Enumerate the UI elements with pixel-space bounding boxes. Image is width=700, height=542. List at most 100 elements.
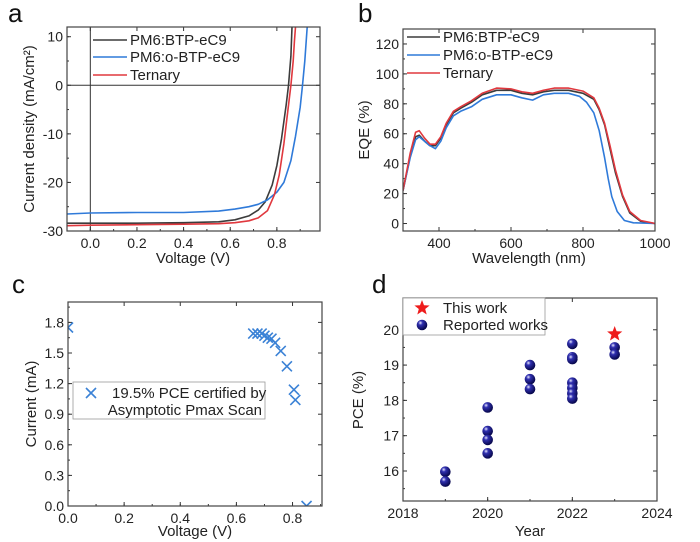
- series-line-ternary: [67, 27, 297, 227]
- legend-star-icon: [414, 300, 430, 315]
- y-tick-label: 0.0: [45, 498, 65, 514]
- sphere-marker: [416, 319, 428, 331]
- sphere-marker: [482, 402, 493, 413]
- x-tick-label: 800: [571, 235, 595, 251]
- plot-area: [68, 321, 313, 506]
- legend-label-line1: 19.5% PCE certified by: [112, 385, 267, 402]
- legend-label: PM6:o-BTP-eC9: [130, 49, 240, 66]
- x-tick-label: 400: [427, 235, 451, 251]
- star-marker: [607, 326, 623, 341]
- x-tick-label: 0.6: [220, 235, 240, 251]
- y-tick-label: 10: [47, 29, 63, 45]
- sphere-marker: [567, 338, 578, 350]
- x-marker: [85, 387, 97, 399]
- x-tick-label: 2022: [557, 505, 588, 521]
- plot-area: [67, 27, 308, 227]
- x-marker: [281, 360, 293, 372]
- legend-box: [72, 381, 266, 420]
- series-line-pm6-o-btp-ec9: [67, 27, 308, 215]
- x-marker: [269, 337, 281, 349]
- x-marker: [300, 500, 313, 506]
- panel-b-legend: PM6:BTP-eC9 PM6:o-BTP-eC9 Ternary: [407, 29, 553, 82]
- panel-a-plot: 0.0 0.2 0.4 0.6 0.8 10 0 -10 -20 -30: [43, 26, 321, 251]
- panel-c-legend: 19.5% PCE certified by Asymptotic Pmax S…: [72, 381, 267, 420]
- y-tick-label: 17: [383, 428, 399, 444]
- legend-x-marker-icon: [85, 387, 97, 399]
- y-tick-label: 1.5: [45, 345, 65, 361]
- panel-label-d: d: [372, 269, 386, 299]
- y-tick-label: -20: [43, 174, 63, 190]
- x-tick-label: 0.6: [227, 510, 247, 526]
- x-tick-label: 0.8: [267, 235, 287, 251]
- legend-box: [402, 297, 546, 336]
- x-marker: [251, 328, 264, 340]
- x-tick-label: 0.2: [127, 235, 147, 251]
- y-tick-label: 0: [55, 77, 63, 93]
- x-tick-label: 0.0: [58, 510, 78, 526]
- panel-b-plot: 400 600 800 1000 0 20 40 60 80 100 120: [376, 28, 671, 251]
- sphere-marker: [440, 466, 451, 477]
- x-tick-label: 2018: [387, 505, 418, 521]
- x-tick-label: 0.4: [171, 510, 191, 526]
- x-tick-label: 0.2: [114, 510, 134, 526]
- series-line-pm6-btp-ec9: [403, 89, 655, 225]
- legend-label: This work: [443, 300, 508, 317]
- y-tick-label: -10: [43, 126, 63, 142]
- y-tick-label: 1.8: [45, 314, 65, 330]
- x-tick-label: 0.0: [81, 235, 101, 251]
- y-tick-label: 120: [376, 36, 400, 52]
- x-tick-label: 0.8: [283, 510, 303, 526]
- panel-c-plot: 0.0 0.2 0.4 0.6 0.8 0.0 0.3 0.6 0.9 1.2 1.5 1.8: [45, 301, 323, 526]
- panel-b-ylabel: EQE (%): [356, 100, 373, 159]
- legend-label: Ternary: [130, 67, 181, 84]
- y-tick-label: 0.9: [45, 406, 65, 422]
- y-tick-label: 0: [391, 216, 399, 232]
- legend-label: PM6:o-BTP-eC9: [443, 47, 553, 64]
- sphere-marker: [482, 448, 493, 459]
- panel-d-legend: This work Reported works: [402, 297, 548, 336]
- panel-d-xlabel: Year: [515, 523, 545, 540]
- legend-label: PM6:BTP-eC9: [443, 29, 540, 46]
- x-marker: [247, 328, 259, 340]
- sphere-marker: [524, 383, 536, 395]
- plot-frame: [67, 301, 323, 507]
- sphere-marker: [609, 349, 620, 360]
- x-marker: [289, 394, 301, 406]
- sphere-marker: [440, 476, 451, 487]
- sphere-marker: [524, 373, 536, 385]
- y-tick-label: 19: [383, 357, 399, 373]
- plot-area: [403, 87, 655, 225]
- x-marker: [258, 330, 271, 342]
- plot-area: [440, 326, 623, 487]
- series-line-pm6-o-btp-ec9: [403, 92, 655, 225]
- x-marker: [288, 384, 300, 396]
- sphere-marker: [482, 434, 493, 446]
- x-marker: [262, 332, 274, 344]
- y-tick-label: 1.2: [45, 376, 65, 392]
- panel-label-c: c: [12, 269, 25, 299]
- x-tick-label: 0.4: [174, 235, 194, 251]
- y-tick-label: 20: [383, 186, 399, 202]
- star-marker: [414, 300, 430, 315]
- panel-d-ylabel: PCE (%): [350, 371, 367, 429]
- legend-label: PM6:BTP-eC9: [130, 32, 227, 49]
- x-tick-label: 1000: [639, 235, 670, 251]
- legend-label: Ternary: [443, 65, 494, 82]
- y-tick-label: 18: [383, 392, 399, 408]
- panel-c-ylabel: Current (mA): [23, 361, 40, 448]
- sphere-marker: [567, 353, 578, 365]
- panel-c-xlabel: Voltage (V): [158, 523, 232, 540]
- panel-b-xlabel: Wavelength (nm): [472, 250, 586, 267]
- y-tick-label: 0.3: [45, 467, 65, 483]
- y-tick-label: 40: [383, 156, 399, 172]
- legend-label-line2: Asymptotic Pmax Scan: [108, 402, 262, 419]
- x-tick-label: 2024: [641, 505, 672, 521]
- sphere-marker: [524, 359, 536, 371]
- y-tick-label: 0.6: [45, 437, 65, 453]
- y-tick-label: 16: [383, 463, 399, 479]
- y-tick-label: 80: [383, 96, 399, 112]
- panel-a-ylabel: Current density (mA/cm²): [21, 45, 38, 213]
- sphere-marker: [482, 425, 493, 437]
- series-line-ternary: [403, 87, 655, 225]
